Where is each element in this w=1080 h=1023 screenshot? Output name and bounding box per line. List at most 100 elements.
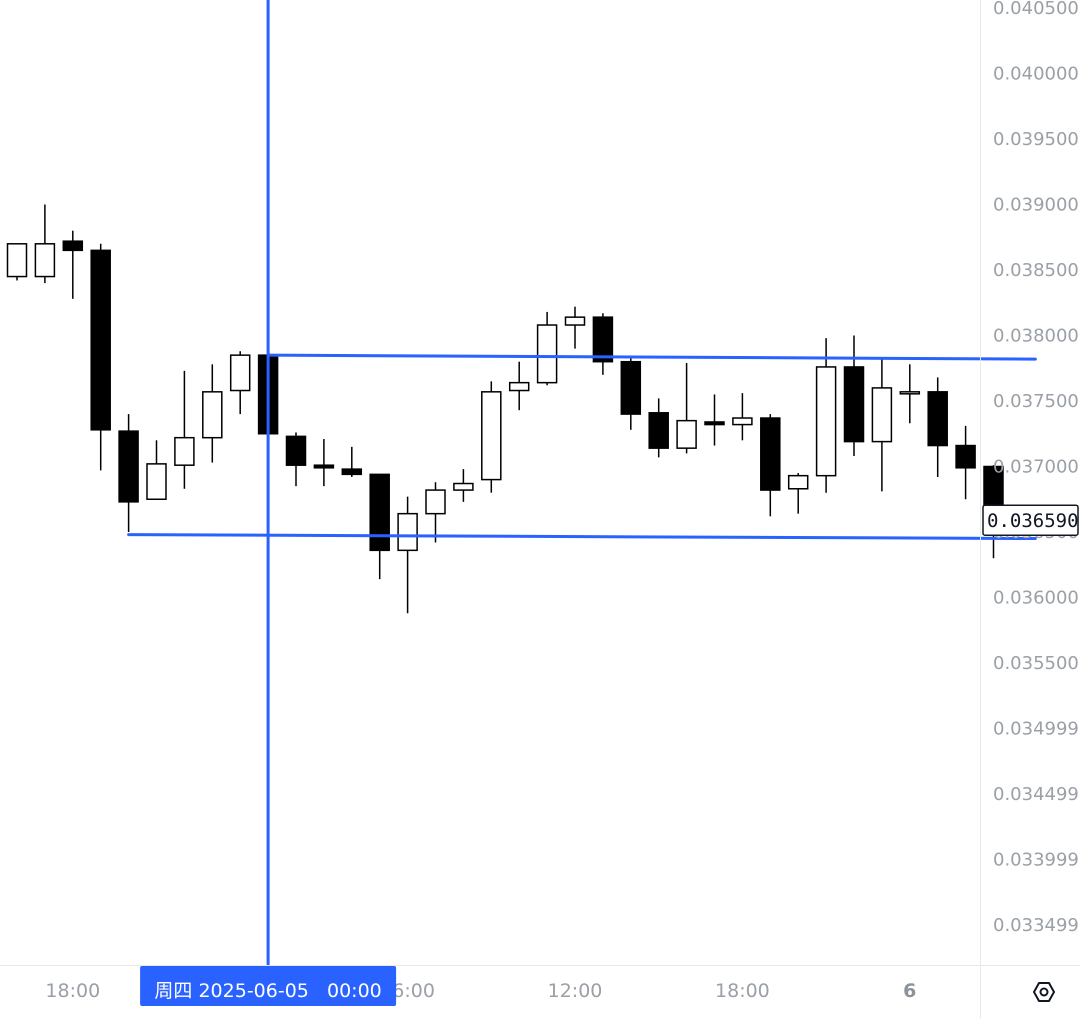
candle <box>118 414 139 532</box>
candle-body-down <box>285 435 307 466</box>
price-tick-label: 0.040000 <box>993 64 1079 85</box>
candle-body-up <box>453 482 474 491</box>
candle-body-up <box>815 366 837 477</box>
candle-body-down <box>648 412 669 449</box>
price-tick-label: 0.039000 <box>993 195 1079 216</box>
price-axis[interactable]: 0.040500 0.040000 0.039500 0.039000 0.038500… <box>980 0 1079 1018</box>
price-tick-label: 0.037000 <box>993 457 1079 478</box>
time-tick-label: 6 <box>903 980 916 1002</box>
candle-body-down <box>704 421 725 426</box>
candle <box>341 446 363 477</box>
price-tick-label: 0.036000 <box>993 588 1079 609</box>
last-price-label-text: 0.036590 <box>987 510 1079 532</box>
candle-body-down <box>843 366 865 443</box>
candle-body-down <box>620 360 642 415</box>
candle <box>648 398 669 458</box>
candle-body-down <box>341 468 363 476</box>
candle-body-down <box>592 316 614 363</box>
candle <box>787 473 809 514</box>
price-tick-label: 0.033499 <box>993 915 1079 936</box>
trendlines-layer <box>127 353 1037 541</box>
candle <box>536 311 558 386</box>
candle <box>453 469 474 502</box>
price-tick-label: 0.037500 <box>993 391 1079 412</box>
candle-body-up <box>871 387 893 443</box>
last-price-label-box <box>982 504 1079 536</box>
candle <box>313 438 335 487</box>
price-tick-label: 0.038500 <box>993 260 1079 281</box>
candle <box>676 363 697 454</box>
price-tick-label: 0.034999 <box>993 719 1079 740</box>
candle <box>899 364 921 424</box>
candle-body-up <box>174 436 195 466</box>
candle-body-up <box>146 463 167 501</box>
time-tick-label: 12:00 <box>548 980 603 1002</box>
candle <box>592 313 614 375</box>
candle-body-up <box>899 391 921 395</box>
hexagon-settings-icon[interactable] <box>1033 982 1055 1002</box>
candle-body-up <box>676 419 697 449</box>
chart-settings-button[interactable] <box>1033 982 1055 1002</box>
candle <box>62 230 84 299</box>
candle <box>90 243 111 471</box>
candle <box>425 482 446 543</box>
candle-body-up <box>508 381 530 392</box>
candle-body-down <box>313 464 335 469</box>
candle <box>760 414 781 517</box>
candle-body-down <box>90 249 111 431</box>
candle <box>508 361 530 411</box>
candle-body-up <box>564 316 586 326</box>
candle-body-down <box>369 473 390 552</box>
candle <box>34 204 56 284</box>
candle-body-down <box>927 391 948 447</box>
price-tick-label: 0.038000 <box>993 326 1079 347</box>
candle <box>6 243 28 281</box>
crosshair-time-label: 周四 2025-06-05 00:00 <box>140 966 397 1006</box>
candle-body-up <box>481 391 502 481</box>
candle <box>620 357 642 430</box>
candle <box>564 306 586 349</box>
candle <box>927 377 948 477</box>
candle-body-up <box>229 354 251 392</box>
candle-body-up <box>34 243 56 278</box>
candle-body-up <box>6 243 28 278</box>
candle <box>955 425 976 500</box>
candle-body-down <box>62 240 84 252</box>
last-price-label: 0.036590 <box>982 504 1079 536</box>
time-tick-label: 18:00 <box>715 980 770 1002</box>
crosshair-time-label-text: 周四 2025-06-05 00:00 <box>154 980 381 1002</box>
candle-body-up <box>397 512 418 552</box>
candle-body-down <box>955 444 976 469</box>
trend-line <box>266 353 1037 361</box>
candles-layer <box>6 204 1004 614</box>
candle <box>285 432 307 487</box>
time-axis[interactable]: 18:00 06:00 12:00 18:00 6 <box>0 965 1080 1003</box>
candle <box>732 393 753 441</box>
price-tick-label: 0.035500 <box>993 653 1079 674</box>
candle <box>174 370 195 489</box>
candle <box>369 473 390 580</box>
price-tick-label: 0.040500 <box>993 0 1079 19</box>
candle-body-up <box>536 324 558 384</box>
price-tick-label: 0.039500 <box>993 129 1079 150</box>
candle-body-up <box>202 391 223 439</box>
time-tick-label: 18:00 <box>45 980 100 1002</box>
candle <box>843 335 865 457</box>
candle-body-up <box>425 489 446 515</box>
candle <box>146 440 167 501</box>
candle <box>871 359 893 492</box>
candle <box>481 381 502 493</box>
candle <box>202 364 223 463</box>
candle-body-up <box>732 417 753 426</box>
candle <box>704 394 725 446</box>
time-axis-ticks: 18:00 06:00 12:00 18:00 6 <box>45 980 916 1002</box>
price-tick-label: 0.034499 <box>993 784 1079 805</box>
candle-body-down <box>760 417 781 491</box>
price-tick-label: 0.033999 <box>993 850 1079 871</box>
candle <box>815 338 837 493</box>
candle <box>229 351 251 415</box>
candle-body-up <box>787 474 809 490</box>
